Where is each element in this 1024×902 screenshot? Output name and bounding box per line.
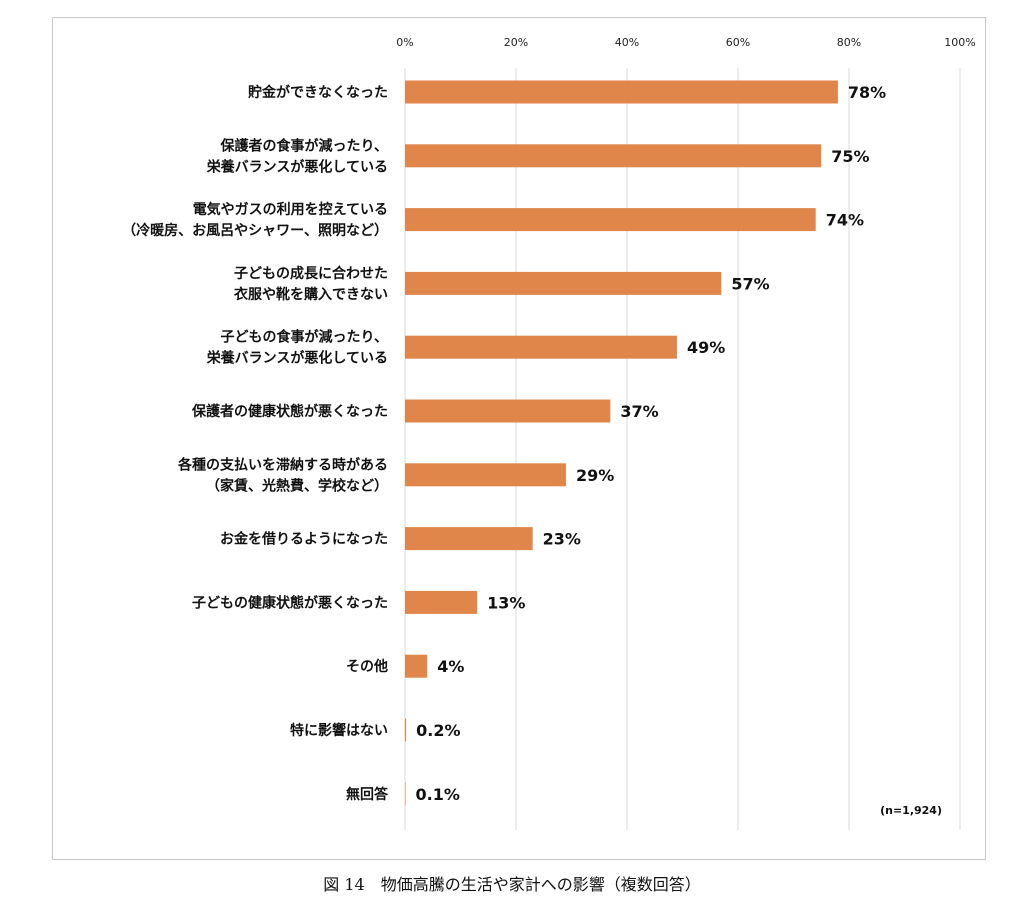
bar	[405, 463, 566, 487]
bar	[405, 208, 816, 232]
category-label: 無回答	[346, 786, 389, 803]
bar	[405, 527, 533, 551]
bar-chart: 0% 20% 40% 60% 80% 100% 貯金ができなくなった 78% 保護者の食事が減っ…	[122, 36, 976, 830]
x-tick-label: 80%	[837, 36, 861, 49]
x-tick-label: 20%	[504, 36, 528, 49]
bar	[405, 144, 822, 168]
bar	[405, 335, 677, 359]
value-label: 0.1%	[416, 785, 460, 804]
category-label: 特に影響はない	[290, 722, 388, 739]
category-label: お金を借りるようになった	[220, 531, 388, 548]
value-label: 75%	[831, 147, 869, 166]
category-label: 栄養バランスが悪化している	[206, 158, 388, 175]
x-tick-label: 60%	[726, 36, 750, 49]
value-label: 0.2%	[416, 721, 460, 740]
value-label: 57%	[731, 274, 769, 293]
category-label: 貯金ができなくなった	[248, 84, 388, 101]
value-label: 4%	[437, 657, 464, 676]
bar	[405, 271, 722, 295]
category-label: その他	[346, 658, 388, 675]
bar	[405, 654, 428, 678]
category-label: 電気やガスの利用を控えている	[193, 201, 388, 218]
category-label: 保護者の健康状態が悪くなった	[191, 403, 388, 420]
value-label: 49%	[687, 338, 725, 357]
value-label: 78%	[848, 83, 886, 102]
category-label: 子どもの食事が減ったり、	[221, 329, 388, 346]
value-label: 37%	[620, 402, 658, 421]
x-tick-label: 0%	[396, 36, 413, 49]
category-label: 子どもの健康状態が悪くなった	[192, 594, 388, 611]
chart-frame: 0% 20% 40% 60% 80% 100% 貯金ができなくなった 78% 保護者の食事が減っ…	[52, 17, 986, 860]
x-tick-label: 100%	[944, 36, 975, 49]
value-label: 13%	[487, 593, 525, 612]
bar	[405, 590, 478, 614]
bar	[405, 718, 407, 742]
category-label: 各種の支払いを滞納する時がある	[177, 456, 388, 473]
category-label: 衣服や靴を購入できない	[234, 286, 388, 303]
sample-size-note: (n=1,924)	[880, 804, 942, 817]
category-label: 保護者の食事が減ったり、	[220, 137, 388, 154]
value-label: 29%	[576, 466, 614, 485]
category-label: 栄養バランスが悪化している	[206, 350, 388, 367]
value-label: 74%	[826, 211, 864, 230]
x-tick-label: 40%	[615, 36, 639, 49]
bar	[405, 782, 406, 806]
figure-caption: 図 14 物価高騰の生活や家計への影響（複数回答）	[323, 875, 701, 894]
bar	[405, 399, 611, 423]
category-label: （冷暖房、お風呂やシャワー、照明など）	[122, 222, 388, 239]
value-label: 23%	[543, 530, 581, 549]
bar	[405, 80, 838, 104]
category-label: （家賃、光熱費、学校など）	[206, 477, 388, 494]
category-label: 子どもの成長に合わせた	[234, 265, 388, 282]
